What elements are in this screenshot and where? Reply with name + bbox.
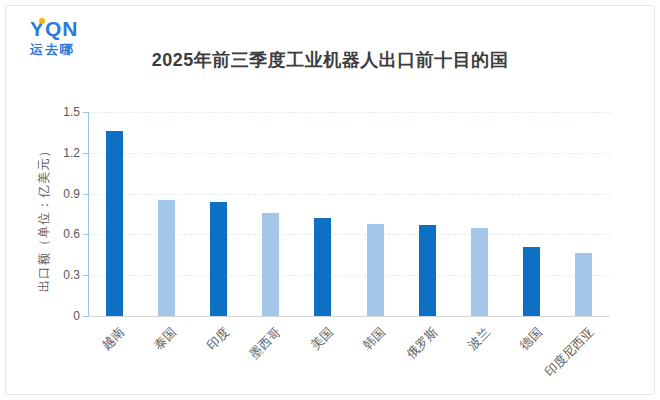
y-tick-label: 0	[40, 309, 80, 323]
y-tick-label: 0.3	[40, 268, 80, 282]
bar	[314, 218, 331, 316]
bar	[471, 228, 488, 316]
x-category-label: 越南	[99, 325, 127, 353]
chart-title: 2025年前三季度工业机器人出口前十目的国	[0, 48, 660, 72]
y-tick-mark	[83, 112, 88, 113]
x-category-label: 俄罗斯	[404, 325, 440, 361]
logo-text: YQN	[30, 18, 79, 39]
y-tick-mark	[83, 194, 88, 195]
bar	[575, 253, 592, 316]
gridline	[89, 112, 610, 113]
bar	[419, 225, 436, 316]
y-tick-label: 1.2	[40, 146, 80, 160]
y-tick-mark	[83, 153, 88, 154]
bar	[106, 131, 123, 316]
gridline	[89, 194, 610, 195]
x-axis-line	[88, 316, 610, 317]
x-category-label: 印度	[204, 325, 232, 353]
x-category-label: 波兰	[465, 325, 493, 353]
x-category-label: 德国	[517, 325, 545, 353]
bar	[262, 213, 279, 316]
logo-dot-icon	[39, 18, 45, 24]
y-tick-mark	[83, 275, 88, 276]
bar	[210, 202, 227, 316]
x-category-label: 美国	[308, 325, 336, 353]
y-tick-label: 0.6	[40, 227, 80, 241]
y-tick-label: 1.5	[40, 105, 80, 119]
gridline	[89, 153, 610, 154]
y-axis-line	[88, 112, 89, 316]
bar	[523, 247, 540, 316]
y-tick-label: 0.9	[40, 187, 80, 201]
y-tick-mark	[83, 316, 88, 317]
bar	[367, 224, 384, 316]
x-category-label: 印度尼西亚	[543, 325, 597, 379]
x-category-label: 墨西哥	[247, 325, 283, 361]
x-category-label: 泰国	[152, 325, 180, 353]
x-category-label: 韩国	[360, 325, 388, 353]
y-tick-mark	[83, 234, 88, 235]
bar	[158, 200, 175, 316]
